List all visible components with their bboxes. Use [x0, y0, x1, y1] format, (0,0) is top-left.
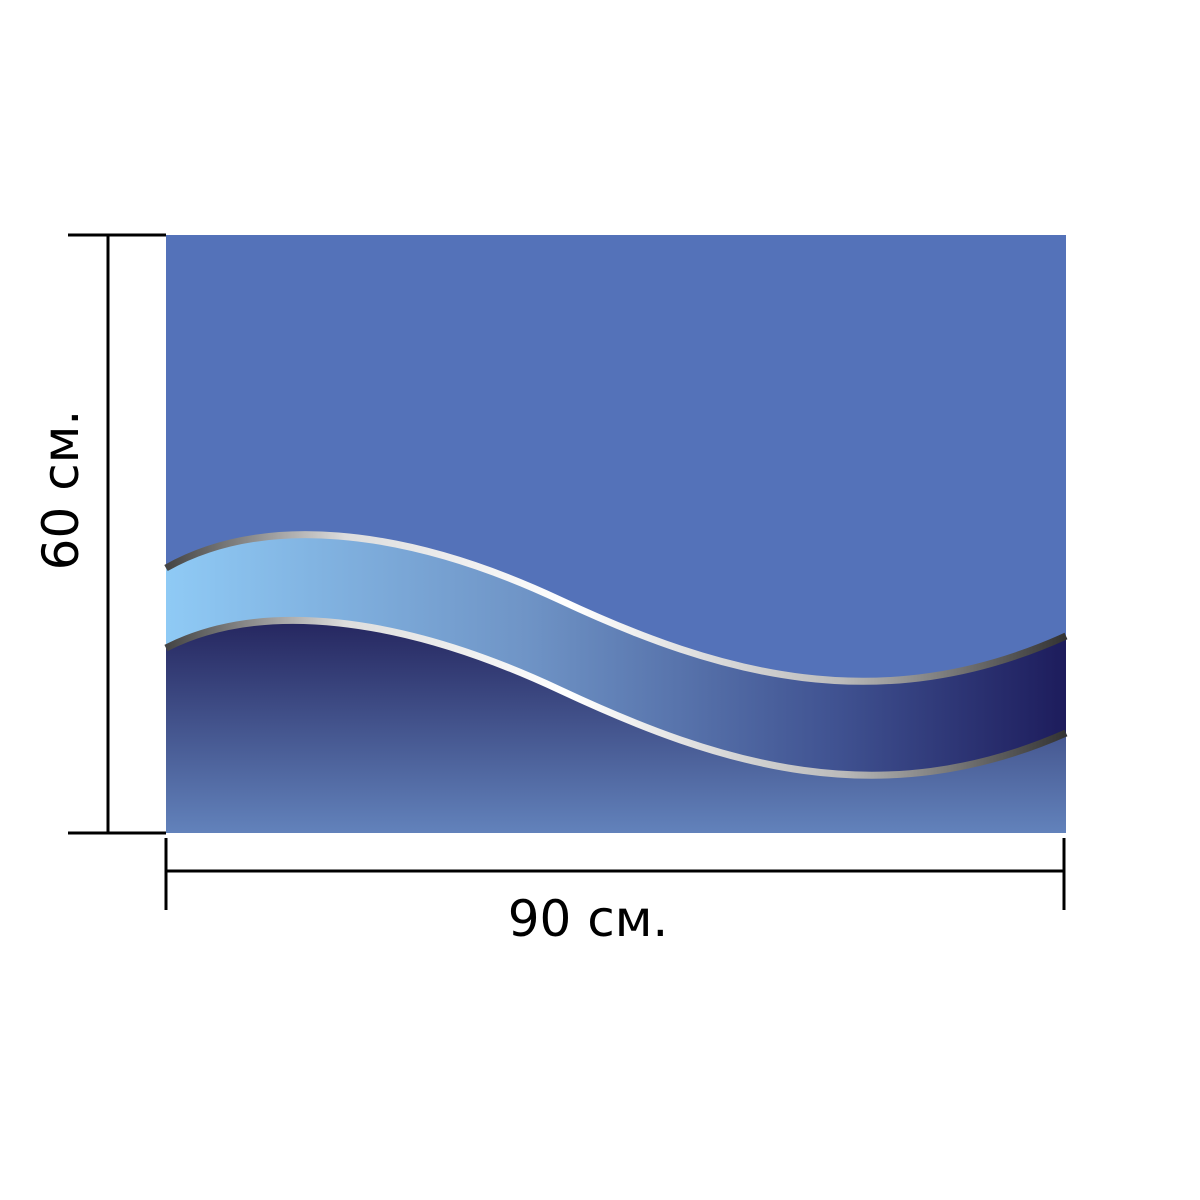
wave-edge: [164, 616, 1068, 779]
wave-band: [166, 534, 1066, 776]
dimension-lines: [68, 233, 1066, 910]
lower-area: [166, 620, 1066, 833]
height-label: 60 см.: [32, 410, 90, 571]
banner: [164, 235, 1068, 833]
wave-edge: [164, 531, 1068, 685]
width-label: 90 см.: [508, 890, 669, 948]
